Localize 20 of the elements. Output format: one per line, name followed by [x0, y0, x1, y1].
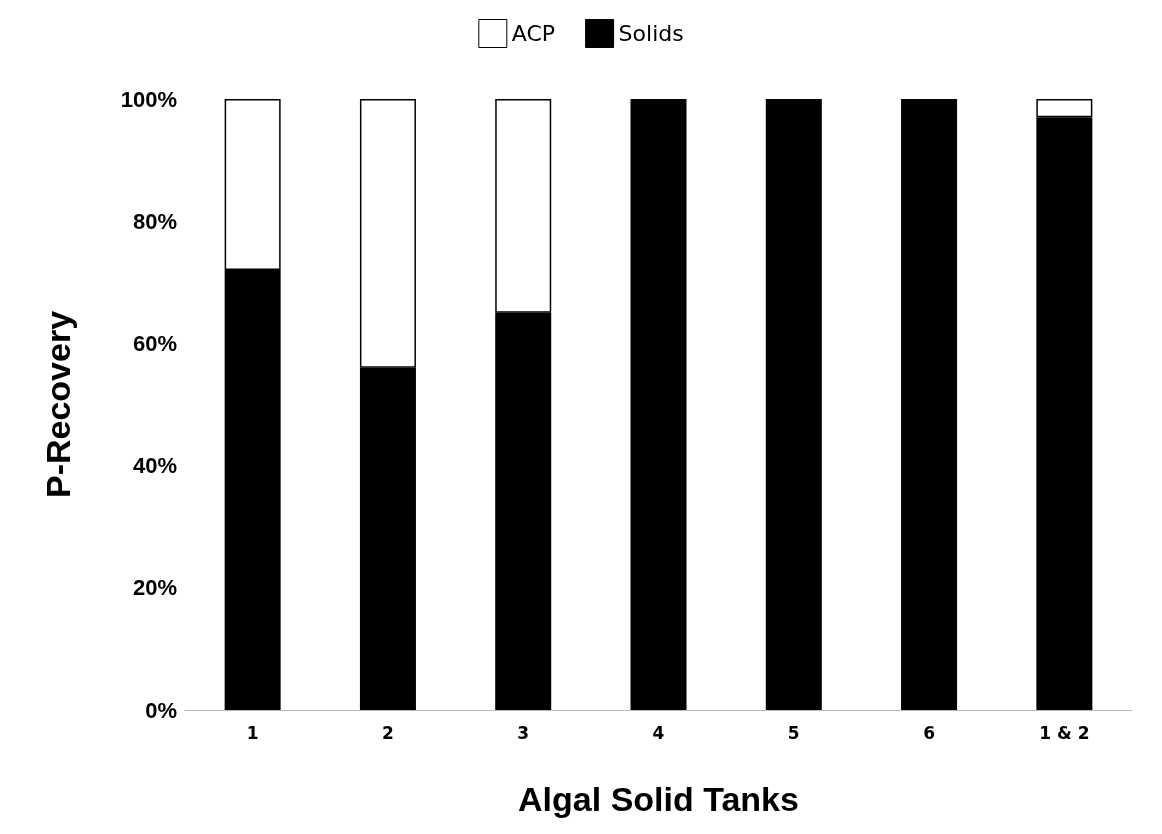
x-tick-label: 1 & 2 [1039, 722, 1090, 743]
bar [630, 99, 687, 710]
y-tick-label: 100% [120, 86, 177, 112]
legend-label: Solids [618, 21, 684, 46]
y-tick-label: 40% [132, 453, 177, 479]
y-tick-label: 20% [132, 575, 177, 601]
bar [765, 99, 822, 710]
y-tick-label: 80% [132, 208, 177, 234]
x-tick-label: 3 [517, 722, 530, 743]
x-axis-title: Algal Solid Tanks [518, 780, 799, 818]
y-tick-label: 60% [132, 330, 177, 356]
y-tick-label: 0% [145, 697, 177, 723]
x-tick-label: 4 [652, 722, 665, 743]
legend-label: ACP [511, 21, 556, 46]
x-tick-label: 1 [246, 722, 259, 743]
y-axis-title: P-Recovery [39, 310, 77, 499]
x-tick-label: 6 [923, 722, 935, 743]
x-tick-label: 5 [787, 722, 800, 743]
bar [901, 99, 958, 710]
x-tick-label: 2 [382, 722, 394, 743]
